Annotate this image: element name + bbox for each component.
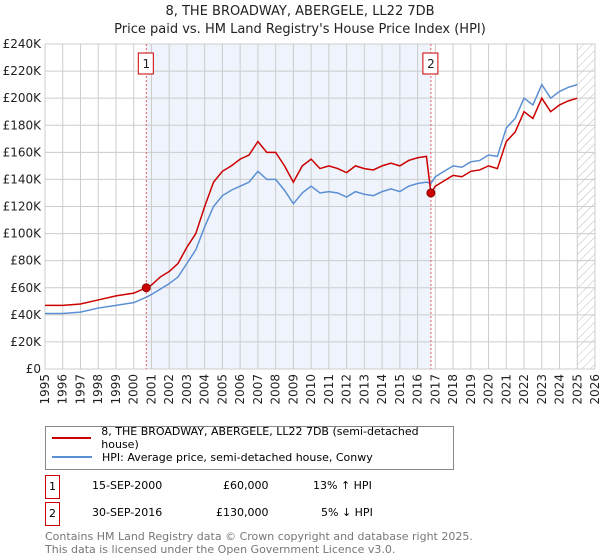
x-tick-label: 2006 bbox=[233, 374, 247, 405]
sale-marker-badge bbox=[137, 52, 154, 75]
sale-hpi-diff: 13% ↑ HPI bbox=[313, 479, 372, 492]
x-tick-label: 2012 bbox=[340, 374, 354, 405]
legend: 8, THE BROADWAY, ABERGELE, LL22 7DB (sem… bbox=[45, 425, 454, 470]
legend-blue-line bbox=[52, 456, 92, 458]
table-row: 1 15-SEP-2000 £60,000 13% ↑ HPI bbox=[45, 475, 445, 499]
sale-date: 15-SEP-2000 bbox=[92, 479, 163, 492]
x-tick-label: 2000 bbox=[127, 374, 141, 405]
x-tick-label: 1995 bbox=[38, 374, 52, 405]
y-tick-label: £60K bbox=[10, 281, 42, 295]
y-tick-label: £40K bbox=[10, 308, 42, 322]
x-tick-label: 2005 bbox=[215, 374, 229, 405]
hpi-line bbox=[45, 83, 578, 315]
sale-point bbox=[426, 188, 436, 198]
x-tick-label: 2026 bbox=[588, 374, 600, 405]
x-tick-label: 2001 bbox=[144, 374, 158, 405]
chart-subtitle: Price paid vs. HM Land Registry's House … bbox=[114, 22, 486, 37]
y-tick-label: £80K bbox=[10, 254, 42, 268]
sale-point bbox=[141, 283, 151, 293]
x-tick-label: 2025 bbox=[570, 374, 584, 405]
x-tick-label: 2014 bbox=[375, 374, 389, 405]
sale-date: 30-SEP-2016 bbox=[92, 506, 163, 519]
sale-marker-label: 1 bbox=[142, 57, 150, 71]
footer-copyright: Contains HM Land Registry data © Crown c… bbox=[45, 530, 473, 543]
legend-label-property: 8, THE BROADWAY, ABERGELE, LL22 7DB (sem… bbox=[101, 425, 419, 451]
x-tick-label: 2023 bbox=[535, 374, 549, 405]
x-tick-label: 2008 bbox=[269, 374, 283, 405]
sale-marker-badge bbox=[422, 52, 439, 75]
sale-price: £60,000 bbox=[223, 479, 269, 492]
x-tick-label: 2022 bbox=[517, 374, 531, 405]
y-tick-label: £240K bbox=[3, 37, 43, 51]
sale-price: £130,000 bbox=[216, 506, 269, 519]
legend-red-line bbox=[52, 437, 92, 439]
chart-title: 8, THE BROADWAY, ABERGELE, LL22 7DB bbox=[165, 4, 435, 19]
y-tick-label: £180K bbox=[3, 118, 43, 132]
y-tick-label: £140K bbox=[3, 172, 43, 186]
x-tick-label: 1999 bbox=[109, 374, 123, 405]
y-tick-label: £20K bbox=[10, 335, 42, 349]
footer-licence: This data is licensed under the Open Gov… bbox=[45, 543, 396, 556]
x-tick-label: 2010 bbox=[304, 374, 318, 405]
x-tick-label: 2016 bbox=[411, 374, 425, 405]
price-chart: 1995 1996 1997 1998 1999 2000 2001 2002 2003 2004… bbox=[3, 37, 600, 405]
x-tick-label: 2007 bbox=[251, 374, 265, 405]
sale-badge: 2 bbox=[45, 502, 60, 526]
sale-hpi-diff: 5% ↓ HPI bbox=[321, 506, 373, 519]
property-price-line bbox=[45, 96, 578, 307]
x-tick-label: 1997 bbox=[73, 374, 87, 405]
x-tick-label: 2013 bbox=[357, 374, 371, 405]
x-tick-label: 2011 bbox=[322, 374, 336, 405]
x-tick-label: 2020 bbox=[482, 374, 496, 405]
sale-marker-label: 2 bbox=[427, 57, 435, 71]
y-tick-label: £160K bbox=[3, 145, 43, 159]
x-tick-label: 2017 bbox=[428, 374, 442, 405]
y-tick-label: £120K bbox=[3, 200, 43, 214]
x-tick-label: 2004 bbox=[198, 374, 212, 405]
x-tick-label: 2021 bbox=[499, 374, 513, 405]
y-tick-label: £200K bbox=[3, 91, 43, 105]
x-tick-label: 2009 bbox=[286, 374, 300, 405]
x-tick-label: 1996 bbox=[56, 374, 70, 405]
y-tick-label: £100K bbox=[3, 227, 43, 241]
sale-badge: 1 bbox=[45, 475, 60, 499]
x-tick-label: 2024 bbox=[553, 374, 567, 405]
x-tick-label: 2003 bbox=[180, 374, 194, 405]
y-tick-label: £220K bbox=[3, 64, 43, 78]
x-tick-label: 2018 bbox=[446, 374, 460, 405]
x-tick-label: 2019 bbox=[464, 374, 478, 405]
legend-label-hpi: HPI: Average price, semi-detached house,… bbox=[102, 450, 373, 464]
y-tick-label: £0 bbox=[26, 362, 41, 376]
x-tick-label: 1998 bbox=[91, 374, 105, 405]
x-tick-label: 2002 bbox=[162, 374, 176, 405]
table-row: 2 30-SEP-2016 £130,000 5% ↓ HPI bbox=[45, 502, 445, 526]
x-tick-label: 2015 bbox=[393, 374, 407, 405]
